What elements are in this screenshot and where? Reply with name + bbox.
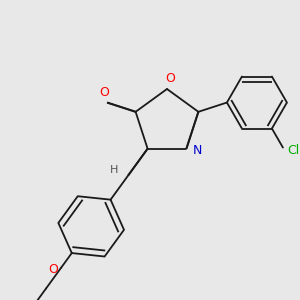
Text: Cl: Cl	[287, 144, 299, 157]
Text: O: O	[165, 73, 175, 85]
Text: O: O	[48, 263, 58, 276]
Text: O: O	[99, 86, 109, 99]
Text: H: H	[110, 165, 118, 176]
Text: N: N	[193, 144, 202, 157]
